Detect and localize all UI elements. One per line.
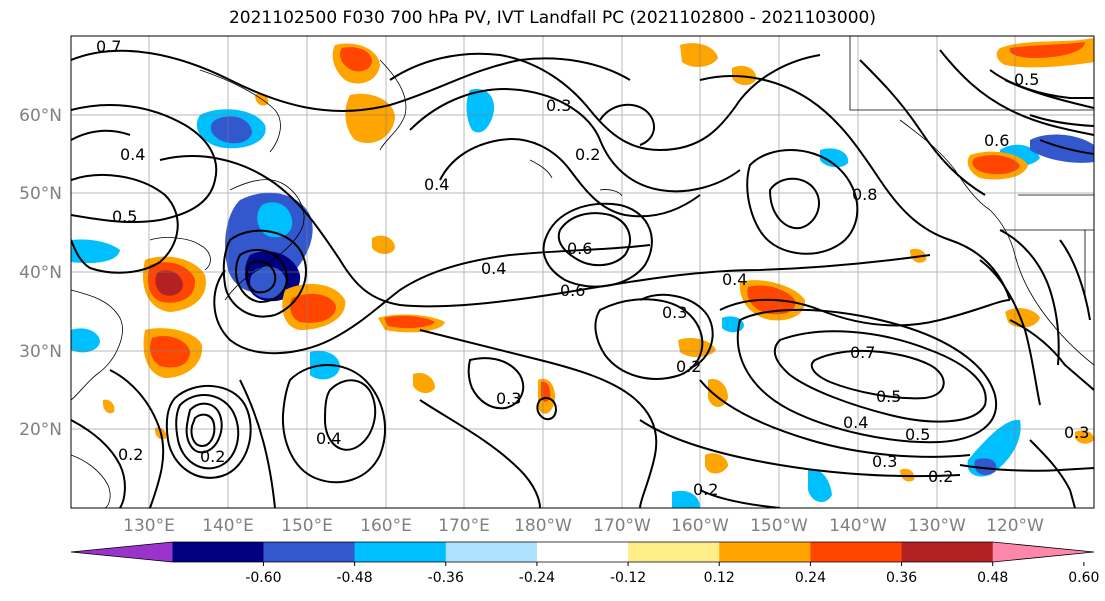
lon-label: 170°E: [438, 516, 490, 536]
contour-label: 0.3: [872, 452, 897, 471]
lon-label: 170°W: [593, 516, 651, 536]
colorbar-extend-high: [992, 542, 1094, 562]
colorbar-tick-label: -0.24: [519, 570, 555, 586]
contour-label: 0.5: [876, 387, 901, 406]
colorbar-extend-low: [71, 542, 173, 562]
colorbar-segment: [445, 542, 538, 562]
contour-label: 0.7: [850, 343, 875, 362]
contour-label: 0.4: [120, 145, 145, 164]
colorbar-tick-label: -0.36: [428, 570, 464, 586]
contour-label: 0.5: [905, 425, 930, 444]
colorbar-tick-label: 0.12: [704, 570, 735, 586]
contour-label: 0.3: [1064, 423, 1089, 442]
colorbar-segment: [719, 542, 811, 562]
colorbar-segment: [810, 542, 903, 562]
colorbar-tick-label: -0.48: [336, 570, 372, 586]
contour-labels: 0.7 0.3 0.2 0.4 0.5 0.4 0.6 0.6 0.4 0.4 …: [96, 37, 1089, 499]
lon-label: 130°W: [908, 516, 966, 536]
colorbar-segment: [354, 542, 447, 562]
coastlines: [71, 36, 1094, 508]
colorbar-tick-label: 0.48: [977, 570, 1008, 586]
plot-frame: [70, 35, 1095, 509]
colorbar-tick-label: 0.24: [795, 570, 826, 586]
colorbar-outline: [70, 541, 1095, 563]
lon-label: 150°E: [281, 516, 333, 536]
contour-label: 0.6: [567, 239, 592, 258]
colorbar-tick-label: 0.60: [1068, 570, 1099, 586]
map-title: 2021102500 F030 700 hPa PV, IVT Landfall…: [228, 8, 876, 28]
contour-label: 0.6: [560, 281, 585, 300]
latitude-labels: 60°N 50°N 40°N 30°N 20°N: [19, 106, 62, 440]
contour-label: 0.4: [316, 429, 341, 448]
colorbar-tick-label: -0.60: [245, 570, 281, 586]
pv-contours: [71, 49, 1094, 508]
lon-label: 140°E: [202, 516, 254, 536]
contour-label: 0.2: [693, 480, 718, 499]
contour-label: 0.2: [676, 357, 701, 376]
lat-label: 60°N: [19, 106, 62, 126]
colorbar-segment: [628, 542, 720, 562]
contour-label: 0.4: [722, 270, 747, 289]
lat-label: 30°N: [19, 342, 62, 362]
colorbar: -0.60 -0.48 -0.36 -0.24 -0.12 0.12 0.24 0.36 0.4…: [70, 541, 1099, 586]
lat-label: 50°N: [19, 184, 62, 204]
contour-label: 0.3: [496, 389, 521, 408]
lon-label: 180°W: [514, 516, 572, 536]
graticule: [71, 36, 1094, 508]
colorbar-tick-label: 0.36: [886, 570, 917, 586]
lon-label: 140°W: [829, 516, 887, 536]
contour-label: 0.5: [112, 207, 137, 226]
lon-label: 160°E: [360, 516, 412, 536]
contour-label: 0.2: [928, 467, 953, 486]
colorbar-segment: [263, 542, 356, 562]
contour-label: 0.2: [575, 145, 600, 164]
contour-label: 0.3: [546, 96, 571, 115]
colorbar-segment: [536, 542, 629, 562]
colorbar-segment: [172, 542, 264, 562]
contour-label: 0.4: [424, 175, 449, 194]
lat-label: 40°N: [19, 263, 62, 283]
lon-label: 150°W: [750, 516, 808, 536]
lat-label: 20°N: [19, 420, 62, 440]
contour-label: 0.8: [852, 185, 877, 204]
contour-label: 0.2: [118, 445, 143, 464]
lon-label: 120°W: [986, 516, 1044, 536]
contour-label: 0.4: [843, 413, 868, 432]
contour-label: 0.2: [200, 447, 225, 466]
contour-label: 0.3: [662, 303, 687, 322]
contour-label: 0.4: [481, 259, 506, 278]
lon-label: 130°E: [123, 516, 175, 536]
colorbar-tick-label: -0.12: [610, 570, 646, 586]
colorbar-segment: [901, 542, 994, 562]
lon-label: 160°W: [671, 516, 729, 536]
shading-layer: [71, 38, 1094, 508]
contour-label: 0.5: [1014, 70, 1039, 89]
longitude-labels: 130°E 140°E 150°E 160°E 170°E 180°W 170°…: [123, 516, 1044, 536]
contour-label: 0.7: [96, 37, 121, 56]
contour-label: 0.6: [984, 131, 1009, 150]
